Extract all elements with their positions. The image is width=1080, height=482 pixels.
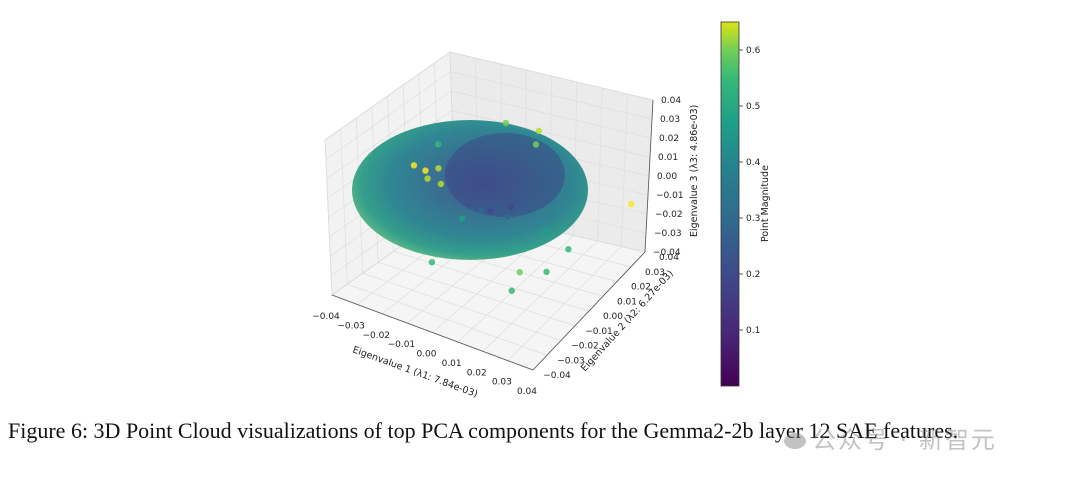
scatter-point: [422, 167, 429, 174]
grid-line: [325, 71, 451, 160]
scatter-point: [428, 258, 436, 266]
scatter-point: [435, 165, 442, 172]
grid-line: [620, 93, 628, 247]
grid-line: [451, 110, 651, 158]
colorbar-tick-label: 0.2: [746, 270, 760, 280]
scatter-points: [410, 119, 635, 294]
grid-line: [482, 240, 598, 352]
tick-label: −0.01: [388, 340, 416, 350]
colorbar: 0.1 0.2 0.3 0.4 0.5 0.6 Point Magnitude: [720, 21, 771, 387]
wechat-icon: [784, 433, 806, 449]
chart-3d-scatter: −0.04−0.03−0.02−0.010.000.010.020.030.04…: [312, 21, 771, 400]
tick-label: −0.04: [653, 248, 681, 258]
grid-line: [324, 51, 451, 141]
scatter-point: [459, 215, 466, 222]
grid-line: [393, 251, 590, 312]
tick-label: −0.03: [654, 229, 682, 239]
scatter-point: [478, 207, 485, 214]
scatter-point: [424, 175, 431, 182]
tick-label: −0.01: [585, 327, 613, 337]
tick-label: 0.01: [442, 359, 462, 369]
x-axis-ticks: −0.04−0.03−0.02−0.010.00 0.01 0.02 0.03 0.04: [312, 312, 537, 397]
tick-label: 0.03: [660, 115, 680, 125]
tick-label: 0.04: [661, 96, 681, 106]
tick-label: −0.02: [655, 210, 683, 220]
colorbar-gradient: [720, 21, 740, 387]
tick-label: −0.03: [337, 321, 365, 331]
watermark: 公众号 · 新智元: [784, 420, 997, 455]
tick-label: −0.04: [543, 371, 571, 381]
scatter-point: [565, 246, 572, 253]
colorbar-tick-label: 0.4: [746, 158, 761, 168]
tick-label: 0.02: [631, 283, 651, 293]
grid-line: [507, 246, 622, 361]
y-axis-ticks: −0.04 −0.03 −0.02 −0.01 0.00 0.01 0.02 0.03 0.04: [543, 253, 679, 381]
tick-label: 0.00: [657, 172, 677, 182]
scatter-point: [504, 213, 511, 220]
z-axis-label: Eigenvalue 3 (λ3: 4.86e-03): [689, 105, 700, 237]
grid-line: [597, 87, 603, 242]
grid-line: [326, 90, 452, 180]
axis-edges: [331, 99, 654, 371]
scatter-point: [628, 201, 635, 208]
scatter-point: [410, 162, 418, 169]
point-cloud: [352, 120, 588, 260]
tick-label: −0.03: [557, 356, 585, 366]
grid-line: [449, 51, 654, 101]
tick-label: −0.02: [362, 331, 390, 341]
scatter-point: [437, 180, 445, 188]
tick-label: −0.01: [656, 191, 684, 201]
tick-label: 0.00: [416, 350, 436, 360]
colorbar-label: Point Magnitude: [760, 165, 771, 242]
colorbar-ticks: 0.1 0.2 0.3 0.4 0.5 0.6: [739, 46, 761, 336]
colorbar-tick-label: 0.5: [746, 102, 760, 112]
grid-line: [457, 235, 574, 343]
tick-label: −0.02: [571, 342, 599, 352]
scatter-point: [508, 287, 515, 294]
scatter-point: [487, 208, 494, 215]
tick-label: 0.02: [659, 134, 679, 144]
colorbar-tick-label: 0.1: [746, 326, 760, 336]
figure-caption: Figure 6: 3D Point Cloud visualizations …: [8, 418, 959, 443]
scatter-point: [532, 141, 540, 148]
tick-label: 0.02: [467, 368, 487, 378]
scatter-point: [434, 141, 442, 148]
scatter-point: [502, 119, 510, 127]
tick-label: 0.01: [658, 153, 678, 163]
tick-label: 0.00: [603, 312, 623, 322]
x-axis-label: Eigenvalue 1 (λ1: 7.84e-03): [351, 344, 479, 400]
grid-line: [451, 90, 652, 139]
scatter-point: [535, 127, 543, 135]
tick-label: 0.01: [617, 297, 637, 307]
colorbar-tick-label: 0.3: [746, 214, 760, 224]
tick-label: 0.04: [517, 387, 537, 397]
scatter-point: [542, 228, 549, 236]
scatter-point: [516, 269, 523, 276]
colorbar-tick-label: 0.6: [746, 46, 761, 56]
tick-label: 0.03: [492, 378, 512, 388]
z-axis-ticks: −0.04 −0.03 −0.02 −0.01 0.00 0.01 0.02 0.03 0.04: [653, 96, 684, 258]
grid-line: [450, 71, 653, 120]
scatter-point: [507, 203, 514, 211]
scatter-point: [543, 268, 550, 276]
watermark-text: 公众号 · 新智元: [812, 426, 997, 454]
tick-label: 0.03: [645, 268, 665, 278]
tick-label: −0.04: [312, 312, 340, 322]
tick-label: 0.04: [659, 253, 679, 263]
